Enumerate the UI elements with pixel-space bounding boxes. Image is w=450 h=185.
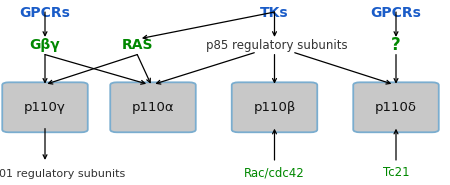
FancyBboxPatch shape: [2, 82, 88, 132]
Text: p110α: p110α: [132, 101, 174, 114]
Text: p87/p101 regulatory subunits: p87/p101 regulatory subunits: [0, 169, 126, 179]
Text: GPCRs: GPCRs: [19, 6, 71, 20]
FancyBboxPatch shape: [110, 82, 196, 132]
Text: Gβγ: Gβγ: [30, 38, 60, 52]
Text: Tc21: Tc21: [382, 166, 410, 179]
FancyBboxPatch shape: [232, 82, 317, 132]
Text: Rac/cdc42: Rac/cdc42: [244, 166, 305, 179]
Text: TKs: TKs: [260, 6, 289, 20]
Text: p110γ: p110γ: [24, 101, 66, 114]
Text: GPCRs: GPCRs: [370, 6, 422, 20]
Text: p110β: p110β: [253, 101, 296, 114]
Text: ?: ?: [391, 36, 401, 54]
FancyBboxPatch shape: [353, 82, 439, 132]
Text: p110δ: p110δ: [375, 101, 417, 114]
Text: p85 regulatory subunits: p85 regulatory subunits: [206, 39, 347, 52]
Text: RAS: RAS: [122, 38, 153, 52]
